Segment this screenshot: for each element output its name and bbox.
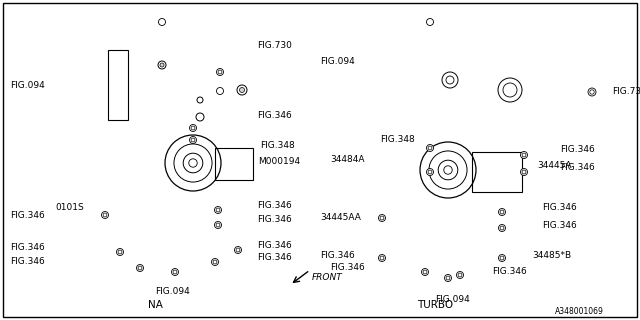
Text: NA: NA — [148, 300, 163, 310]
Text: FIG.730: FIG.730 — [257, 41, 292, 50]
Circle shape — [216, 68, 223, 76]
Circle shape — [445, 275, 451, 282]
Text: FIG.730: FIG.730 — [612, 87, 640, 97]
Circle shape — [214, 206, 221, 213]
Text: FIG.346: FIG.346 — [257, 110, 292, 119]
Bar — [108, 50, 128, 120]
Circle shape — [160, 63, 164, 67]
Circle shape — [520, 151, 527, 158]
Circle shape — [426, 19, 433, 26]
Text: FIG.346: FIG.346 — [257, 242, 292, 251]
Text: FIG.346: FIG.346 — [10, 258, 45, 267]
Circle shape — [588, 88, 596, 96]
Circle shape — [426, 145, 433, 151]
Text: FIG.346: FIG.346 — [10, 211, 45, 220]
Circle shape — [196, 113, 204, 121]
Text: 34484A: 34484A — [330, 156, 365, 164]
Circle shape — [378, 214, 385, 221]
Circle shape — [499, 254, 506, 261]
Text: FIG.094: FIG.094 — [435, 295, 470, 305]
Text: FIG.346: FIG.346 — [257, 253, 292, 262]
Text: A348001069: A348001069 — [555, 308, 604, 316]
Circle shape — [102, 212, 109, 219]
Circle shape — [520, 169, 527, 175]
Circle shape — [456, 271, 463, 278]
Text: FIG.094: FIG.094 — [10, 81, 45, 90]
Text: FIG.346: FIG.346 — [542, 204, 577, 212]
Circle shape — [378, 254, 385, 261]
Text: FIG.094: FIG.094 — [320, 58, 355, 67]
Circle shape — [189, 137, 196, 143]
Circle shape — [159, 19, 166, 26]
Circle shape — [116, 249, 124, 255]
Circle shape — [239, 87, 244, 92]
Circle shape — [136, 265, 143, 271]
Text: FIG.346: FIG.346 — [10, 244, 45, 252]
Text: 0101S: 0101S — [55, 204, 84, 212]
Circle shape — [422, 268, 429, 276]
Text: 34445AA: 34445AA — [320, 213, 361, 222]
Text: FIG.346: FIG.346 — [492, 268, 527, 276]
Circle shape — [234, 246, 241, 253]
Text: FIG.094: FIG.094 — [155, 287, 189, 297]
Text: FIG.346: FIG.346 — [330, 263, 365, 273]
Text: FIG.346: FIG.346 — [560, 164, 595, 172]
Bar — [472, 152, 522, 192]
Text: M000194: M000194 — [258, 157, 300, 166]
Circle shape — [172, 268, 179, 276]
Bar — [215, 148, 253, 180]
Text: FIG.346: FIG.346 — [542, 220, 577, 229]
Text: FIG.348: FIG.348 — [260, 140, 295, 149]
Circle shape — [211, 259, 218, 266]
Text: 34445A: 34445A — [537, 161, 572, 170]
Circle shape — [214, 221, 221, 228]
Text: TURBO: TURBO — [417, 300, 453, 310]
Circle shape — [499, 209, 506, 215]
Circle shape — [499, 225, 506, 231]
Circle shape — [189, 124, 196, 132]
Text: FIG.346: FIG.346 — [560, 146, 595, 155]
Text: FRONT: FRONT — [312, 274, 343, 283]
Text: FIG.346: FIG.346 — [320, 251, 355, 260]
Text: FIG.346: FIG.346 — [257, 201, 292, 210]
Text: 34485*B: 34485*B — [532, 251, 571, 260]
Text: FIG.348: FIG.348 — [380, 135, 415, 145]
Text: FIG.346: FIG.346 — [257, 215, 292, 225]
Circle shape — [426, 169, 433, 175]
